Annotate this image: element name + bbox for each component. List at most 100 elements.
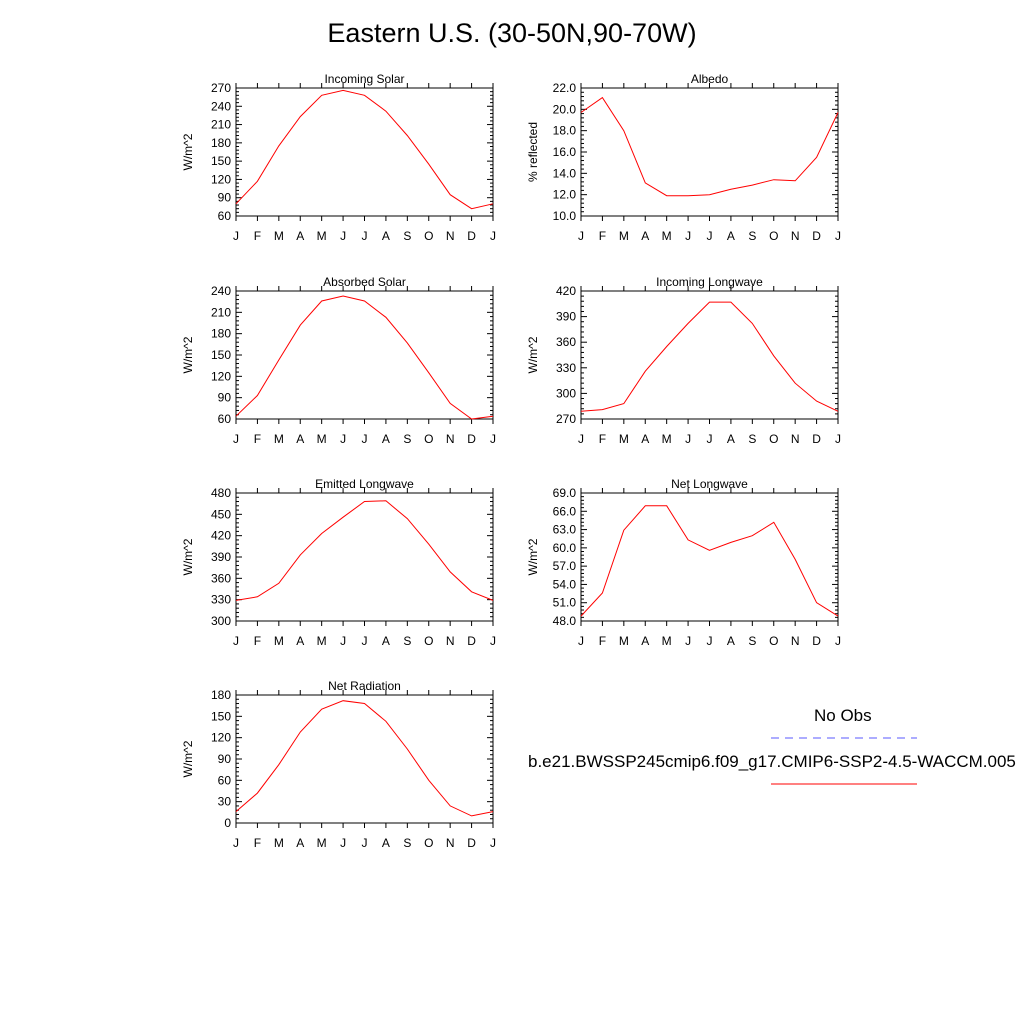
x-tick-label: D: [467, 836, 476, 850]
x-tick-label: D: [812, 634, 821, 648]
x-tick-label: N: [446, 836, 455, 850]
series-line: [580, 301, 839, 412]
x-tick-label: S: [403, 634, 411, 648]
y-tick-label: 60: [218, 773, 232, 787]
y-tick-label: 30: [218, 795, 232, 809]
y-tick-label: 66.0: [553, 504, 577, 518]
y-tick-label: 360: [556, 335, 576, 349]
x-tick-label: M: [619, 432, 629, 446]
y-tick-label: 60: [218, 412, 232, 426]
x-tick-label: S: [748, 432, 756, 446]
x-tick-label: S: [403, 432, 411, 446]
panel-4: Incoming Longwave 270 300 330 360 390 420 W/m^2…: [526, 275, 841, 446]
x-tick-label: N: [446, 432, 455, 446]
y-tick-label: 180: [211, 688, 231, 702]
y-tick-label: 90: [218, 191, 232, 205]
panel-title: Emitted Longwave: [315, 477, 414, 491]
main-title: Eastern U.S. (30-50N,90-70W): [327, 18, 697, 48]
y-tick-label: 120: [211, 369, 231, 383]
y-tick-label: 240: [211, 99, 231, 113]
y-axis-label: W/m^2: [181, 740, 195, 777]
x-tick-label: J: [340, 836, 346, 850]
y-tick-label: 14.0: [553, 166, 577, 180]
x-tick-label: M: [317, 229, 327, 243]
x-tick-label: J: [578, 432, 584, 446]
y-tick-label: 330: [211, 593, 231, 607]
y-tick-label: 150: [211, 348, 231, 362]
y-tick-label: 300: [556, 386, 576, 400]
x-tick-label: A: [382, 836, 390, 850]
x-tick-label: J: [340, 229, 346, 243]
x-tick-label: M: [317, 432, 327, 446]
x-tick-label: A: [382, 229, 390, 243]
x-tick-label: S: [748, 229, 756, 243]
panel-title: Net Radiation: [328, 679, 401, 693]
x-tick-label: O: [769, 432, 778, 446]
plot-frame: [235, 492, 494, 622]
series-line: [235, 500, 494, 601]
y-tick-label: 0: [224, 816, 231, 830]
y-tick-label: 330: [556, 361, 576, 375]
x-tick-label: S: [748, 634, 756, 648]
x-tick-label: A: [296, 634, 304, 648]
plot-frame: [235, 290, 494, 420]
y-tick-label: 18.0: [553, 124, 577, 138]
x-tick-label: A: [296, 432, 304, 446]
x-tick-label: N: [446, 634, 455, 648]
x-tick-label: J: [685, 229, 691, 243]
y-tick-label: 420: [556, 284, 576, 298]
y-tick-label: 420: [211, 529, 231, 543]
panel-title: Incoming Longwave: [656, 275, 763, 289]
y-tick-label: 90: [218, 391, 232, 405]
x-tick-label: O: [769, 634, 778, 648]
x-tick-label: M: [662, 432, 672, 446]
x-tick-label: J: [578, 229, 584, 243]
x-tick-label: M: [274, 836, 284, 850]
x-tick-label: D: [467, 634, 476, 648]
panel-title: Albedo: [691, 72, 729, 86]
series-line: [580, 96, 839, 197]
plot-frame: [235, 694, 494, 824]
x-tick-label: A: [641, 229, 649, 243]
x-tick-label: J: [362, 229, 368, 243]
x-tick-label: M: [317, 634, 327, 648]
x-tick-label: S: [403, 836, 411, 850]
y-tick-label: 270: [556, 412, 576, 426]
plot-frame: [580, 290, 839, 420]
y-tick-label: 180: [211, 327, 231, 341]
x-tick-label: J: [707, 634, 713, 648]
series-line: [580, 505, 839, 617]
series-line: [235, 295, 494, 420]
y-tick-label: 120: [211, 731, 231, 745]
x-tick-label: J: [835, 634, 841, 648]
y-axis-label: W/m^2: [526, 538, 540, 575]
x-tick-label: F: [254, 229, 261, 243]
y-axis-label: % reflected: [526, 122, 540, 182]
x-tick-label: O: [424, 836, 433, 850]
y-tick-label: 48.0: [553, 614, 577, 628]
x-tick-label: J: [233, 634, 239, 648]
x-tick-label: J: [707, 229, 713, 243]
panel-5: Emitted Longwave 300 330 360 390 420 450 480 W/m…: [181, 477, 496, 648]
x-tick-label: J: [835, 432, 841, 446]
x-tick-label: A: [382, 432, 390, 446]
x-tick-label: F: [254, 432, 261, 446]
x-tick-label: A: [641, 634, 649, 648]
panel-title: Net Longwave: [671, 477, 748, 491]
series-line: [235, 89, 494, 210]
y-tick-label: 270: [211, 81, 231, 95]
y-axis-label: W/m^2: [181, 133, 195, 170]
x-tick-label: J: [490, 432, 496, 446]
y-tick-label: 69.0: [553, 486, 577, 500]
y-tick-label: 20.0: [553, 102, 577, 116]
x-tick-label: J: [233, 229, 239, 243]
x-tick-label: S: [403, 229, 411, 243]
series-line: [235, 700, 494, 817]
x-tick-label: M: [317, 836, 327, 850]
y-tick-label: 120: [211, 172, 231, 186]
x-tick-label: F: [599, 229, 606, 243]
x-tick-label: F: [254, 634, 261, 648]
x-tick-label: A: [382, 634, 390, 648]
x-tick-label: O: [424, 634, 433, 648]
